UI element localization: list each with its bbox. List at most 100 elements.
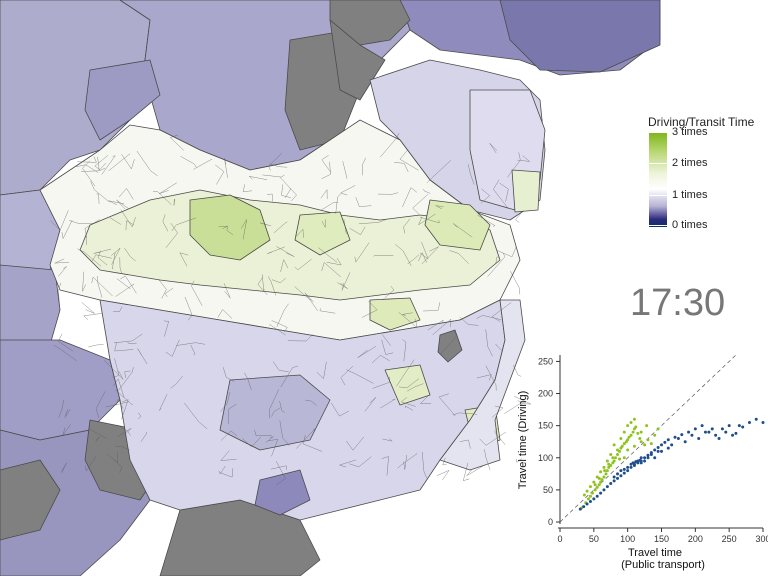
suburb-boundary: [320, 188, 328, 199]
suburb-boundary: [61, 220, 73, 240]
suburb-boundary: [267, 438, 279, 457]
data-point: [727, 424, 731, 428]
suburb-boundary: [165, 339, 180, 357]
data-point: [656, 449, 660, 453]
data-point: [597, 476, 601, 480]
suburb-boundary: [378, 192, 399, 195]
suburb-boundary: [254, 429, 272, 436]
suburb-boundary: [118, 188, 134, 200]
legend-color-bar: [649, 132, 667, 227]
suburb-boundary: [321, 219, 326, 228]
data-point: [639, 456, 643, 460]
suburb-boundary: [339, 185, 356, 196]
suburb-boundary: [449, 250, 469, 264]
data-point: [666, 438, 670, 442]
data-point: [741, 425, 745, 429]
suburb-boundary: [398, 378, 419, 389]
data-point: [660, 443, 663, 447]
suburb-boundary: [342, 161, 348, 179]
data-point: [697, 437, 701, 440]
suburb-boundary: [115, 446, 131, 451]
data-point: [693, 427, 697, 431]
data-point: [643, 459, 647, 463]
suburb-boundary: [294, 258, 312, 271]
suburb-boundary: [357, 346, 376, 359]
suburb-boundary: [426, 160, 452, 184]
suburb-boundary: [222, 367, 235, 382]
suburb-boundary: [380, 398, 396, 409]
suburb-boundary: [217, 309, 233, 319]
suburb-boundary: [58, 333, 73, 352]
suburb-boundary: [280, 258, 289, 272]
suburb-boundary: [260, 222, 272, 227]
data-point: [717, 437, 721, 440]
scatter-points: [578, 417, 765, 511]
suburb-boundary: [218, 465, 226, 475]
suburb-boundary: [467, 164, 475, 185]
suburb-boundary: [109, 217, 122, 225]
data-point: [632, 444, 636, 448]
suburb-boundary: [495, 344, 503, 352]
data-point: [599, 491, 603, 495]
suburb-boundary: [412, 194, 429, 215]
suburb-boundary: [279, 400, 286, 413]
data-point: [605, 469, 609, 473]
suburb-boundary: [399, 149, 419, 171]
suburb-boundary: [137, 348, 148, 365]
data-point: [646, 453, 650, 457]
data-point: [754, 417, 758, 421]
data-point: [703, 430, 707, 434]
data-point: [747, 420, 751, 424]
suburb-boundary: [164, 287, 174, 297]
data-point: [622, 456, 626, 460]
data-point: [622, 467, 626, 471]
map-regions: [0, 0, 661, 576]
suburb-boundary: [499, 182, 509, 202]
data-point: [737, 424, 741, 428]
suburb-boundary: [116, 278, 131, 290]
data-point: [724, 430, 728, 434]
suburb-boundary: [507, 152, 521, 178]
suburb-boundary: [371, 354, 390, 364]
data-point: [720, 427, 724, 431]
data-point: [616, 453, 620, 457]
legend-tick: [649, 225, 667, 226]
suburb-boundary: [163, 320, 170, 337]
suburb-boundary: [510, 271, 521, 295]
suburb-boundary: [462, 462, 470, 482]
suburb-boundary: [459, 439, 471, 449]
suburb-boundary: [158, 279, 167, 299]
suburb-boundary: [103, 360, 124, 380]
suburb-boundary: [267, 276, 277, 296]
suburb-boundary: [81, 302, 95, 314]
time-display: 17:30: [630, 282, 726, 324]
suburb-boundary: [84, 219, 100, 238]
suburb-boundary: [58, 266, 67, 277]
suburb-boundary: [435, 205, 444, 210]
data-point: [620, 444, 624, 448]
region-east-green: [369, 297, 421, 331]
suburb-boundary: [485, 365, 497, 391]
suburb-boundary: [459, 316, 479, 326]
suburb-boundary: [248, 176, 268, 181]
region-coast: [439, 299, 526, 471]
suburb-boundary: [504, 400, 523, 414]
legend-tick: [649, 163, 667, 164]
data-point: [676, 437, 680, 440]
data-point: [586, 497, 590, 501]
data-point: [629, 465, 633, 469]
suburb-boundary: [241, 219, 247, 240]
data-point: [634, 425, 638, 429]
scatter-axes: 0 50 100 150 200 250 300 0 50 100 150 200 250: [538, 354, 768, 544]
suburb-boundary: [244, 372, 252, 391]
data-point: [612, 443, 616, 447]
suburb-boundary: [91, 276, 113, 297]
data-point: [616, 476, 620, 480]
suburb-boundary: [421, 246, 439, 265]
suburb-boundary: [397, 453, 418, 469]
data-point: [645, 424, 649, 428]
suburb-boundary: [304, 292, 318, 311]
suburb-boundary: [276, 303, 289, 327]
data-point: [631, 430, 635, 434]
